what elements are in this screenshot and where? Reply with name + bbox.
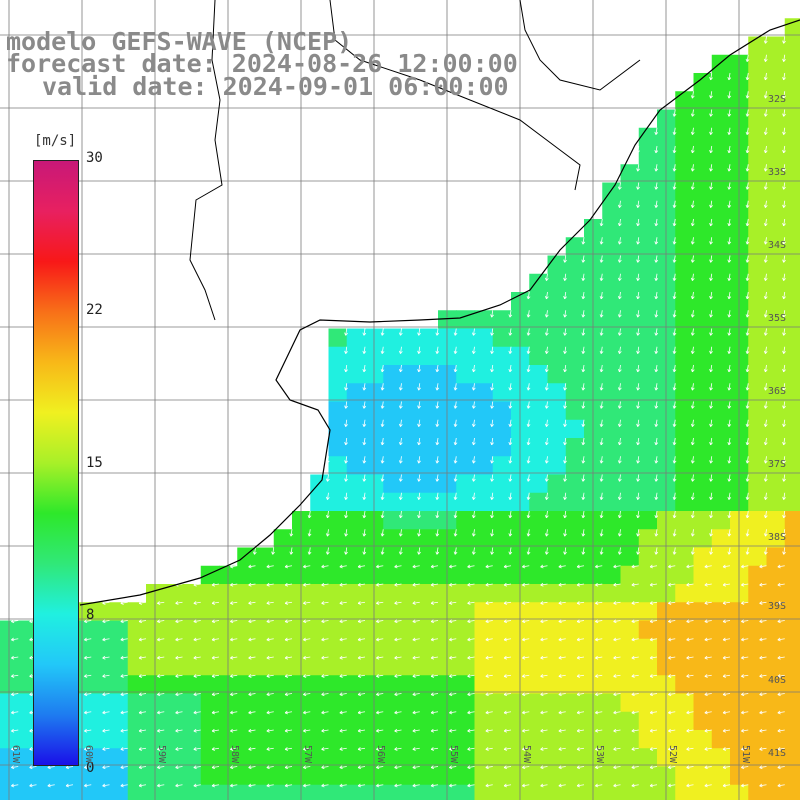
lat-label-32s: 32S xyxy=(768,94,787,105)
colorbar-unit: [m/s] xyxy=(34,133,77,149)
lon-label-53w: 53W xyxy=(594,745,605,764)
lon-label-55w: 55W xyxy=(448,745,459,764)
border-line xyxy=(189,0,223,321)
valid-date: valid date: 2024-09-01 06:00:00 xyxy=(42,72,509,101)
lat-label-36s: 36S xyxy=(768,386,787,397)
lon-label-52w: 52W xyxy=(667,745,678,764)
lat-label-34s: 34S xyxy=(768,240,787,251)
colorbar xyxy=(33,160,79,766)
lat-label-35s: 35S xyxy=(768,313,787,324)
lat-label-33s: 33S xyxy=(768,167,787,178)
border-line xyxy=(519,0,641,91)
wind-speed-cells xyxy=(0,18,800,800)
lon-label-59w: 59W xyxy=(156,745,167,764)
lon-label-58w: 58W xyxy=(229,745,240,764)
coastline xyxy=(79,19,800,606)
border-line xyxy=(329,0,581,191)
colorbar-tick-30: 30 xyxy=(86,150,103,166)
lat-label-39s: 39S xyxy=(768,601,787,612)
colorbar-tick-22: 22 xyxy=(86,302,103,318)
colorbar-tick-8: 8 xyxy=(86,607,95,623)
lat-label-38s: 38S xyxy=(768,532,787,543)
model-title: modelo GEFS-WAVE (NCEP) xyxy=(6,27,353,56)
wind-arrows xyxy=(11,36,786,788)
lat-label-37s: 37S xyxy=(768,459,787,470)
lat-label-41s: 41S xyxy=(768,748,787,759)
colorbar-tick-0: 0 xyxy=(86,760,95,776)
lat-label-40s: 40S xyxy=(768,675,787,686)
forecast-date: forecast date: 2024-08-26 12:00:00 xyxy=(6,49,518,78)
colorbar-tick-15: 15 xyxy=(86,455,103,471)
lon-label-60w: 60W xyxy=(83,745,94,764)
lon-label-54w: 54W xyxy=(521,745,532,764)
lon-label-56w: 56W xyxy=(375,745,386,764)
lon-label-61w: 61W xyxy=(10,745,21,764)
lon-label-51w: 51W xyxy=(740,745,751,764)
lon-label-57w: 57W xyxy=(302,745,313,764)
